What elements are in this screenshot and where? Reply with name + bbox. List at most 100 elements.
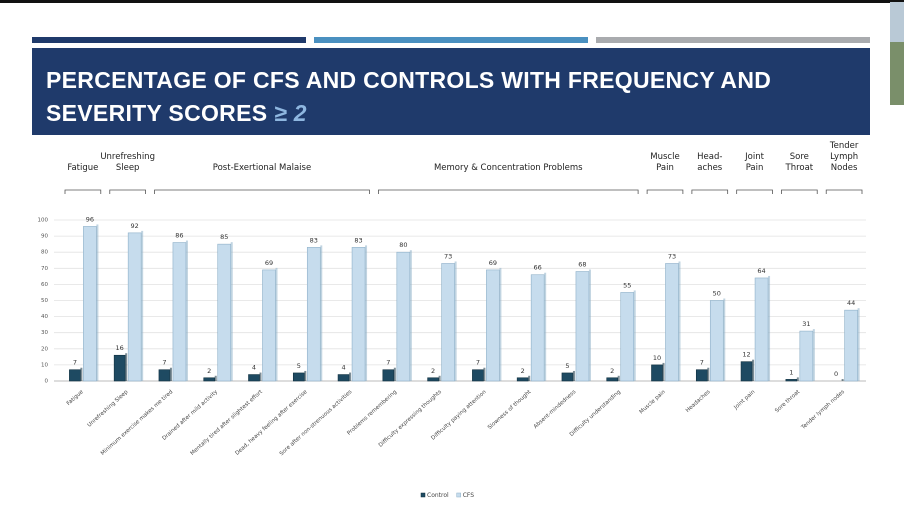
x-tick-label: Mentally tired after slightest effort	[190, 389, 265, 457]
top-strip	[0, 0, 904, 3]
bar	[396, 251, 411, 382]
data-label: 64	[757, 267, 765, 275]
bar	[665, 263, 679, 382]
bar	[83, 226, 97, 382]
bar	[427, 377, 439, 382]
bar-side	[841, 379, 844, 381]
bar	[799, 330, 814, 382]
group-label: Unrefreshing Sleep	[100, 152, 155, 173]
x-tick-label: Problems remembering	[346, 389, 398, 437]
data-label: 83	[310, 236, 318, 244]
bar-side	[320, 245, 323, 381]
bar-side	[617, 375, 620, 381]
data-label: 2	[431, 367, 435, 375]
data-label: 4	[341, 364, 345, 372]
data-label: 4	[252, 364, 256, 372]
bar	[740, 361, 753, 382]
y-tick-label: 50	[41, 298, 48, 304]
data-label: 66	[534, 264, 542, 272]
bar-side	[454, 261, 457, 381]
x-tick-label: Sore after non-strenuous activities	[279, 389, 354, 457]
y-tick-label: 60	[41, 282, 48, 288]
data-label: 68	[578, 261, 586, 269]
bar-side	[678, 261, 681, 381]
bar-side	[544, 272, 547, 381]
bar	[69, 369, 81, 382]
data-label: 86	[175, 232, 183, 240]
data-label: 83	[354, 236, 362, 244]
group-bracket	[691, 189, 729, 194]
accent-bar	[596, 37, 870, 43]
group-bracket	[378, 189, 639, 194]
bar-side	[633, 290, 636, 381]
bar	[709, 300, 724, 382]
bar	[127, 232, 142, 382]
bar	[844, 309, 858, 382]
bar-side	[662, 362, 665, 381]
data-label: 7	[700, 359, 704, 367]
bar-side	[409, 250, 412, 381]
bar-side	[483, 367, 486, 381]
x-tick-label: Unrefreshing Sleep	[87, 389, 130, 429]
bar-side	[528, 375, 531, 381]
group-label: Memory & Concentration Problems	[433, 163, 583, 173]
group-bracket	[736, 189, 773, 194]
data-label: 7	[162, 359, 166, 367]
group-bracket	[154, 189, 370, 194]
data-label: 12	[742, 351, 750, 359]
bar-side	[438, 375, 441, 381]
bar	[292, 372, 305, 382]
data-label: 69	[265, 259, 273, 267]
bar-side	[125, 353, 128, 381]
bar	[158, 369, 171, 382]
bar-side	[723, 298, 726, 381]
bar-side	[752, 359, 755, 381]
bar	[606, 377, 619, 382]
data-label: 85	[220, 233, 228, 241]
accent-bar	[314, 37, 588, 43]
y-tick-label: 100	[38, 218, 49, 224]
bar-side	[275, 267, 278, 381]
bar-side	[304, 370, 307, 381]
data-label: 16	[116, 344, 124, 352]
bar-side	[259, 372, 262, 381]
bar-side	[80, 367, 83, 381]
data-label: 7	[73, 359, 77, 367]
x-tick-label: Slowness of thought	[487, 389, 533, 431]
data-label: 7	[476, 359, 480, 367]
data-label: 69	[489, 259, 497, 267]
data-label: 73	[668, 252, 676, 260]
legend-label: CFS	[463, 492, 475, 499]
thumbnail-sky	[890, 2, 904, 42]
data-label: 50	[713, 290, 721, 298]
bar-side	[141, 230, 144, 381]
title-highlight: ≥ 2	[274, 100, 307, 126]
data-label: 55	[623, 281, 631, 289]
group-label: Tender Lymph Nodes	[829, 141, 859, 173]
bar	[561, 372, 574, 382]
bar-side	[857, 308, 860, 381]
bar-side	[796, 377, 799, 381]
data-label: 7	[386, 359, 390, 367]
bar-side	[588, 269, 591, 381]
y-tick-label: 70	[41, 266, 48, 272]
data-label: 0	[834, 370, 838, 378]
bar-side	[169, 367, 172, 381]
bar	[530, 274, 545, 382]
x-tick-label: Muscle pain	[639, 389, 668, 416]
bar-side	[349, 372, 352, 381]
legend-swatch	[420, 492, 426, 498]
bar-side	[812, 329, 815, 381]
legend-label: Control	[427, 492, 449, 499]
data-label: 92	[131, 222, 139, 230]
data-label: 2	[521, 367, 525, 375]
data-label: 80	[399, 241, 407, 249]
bar	[620, 292, 635, 382]
bar	[695, 369, 708, 382]
bar-side	[393, 367, 396, 381]
group-bracket	[781, 189, 818, 194]
group-bracket	[109, 189, 146, 194]
bar	[306, 247, 321, 382]
bar	[203, 377, 216, 382]
